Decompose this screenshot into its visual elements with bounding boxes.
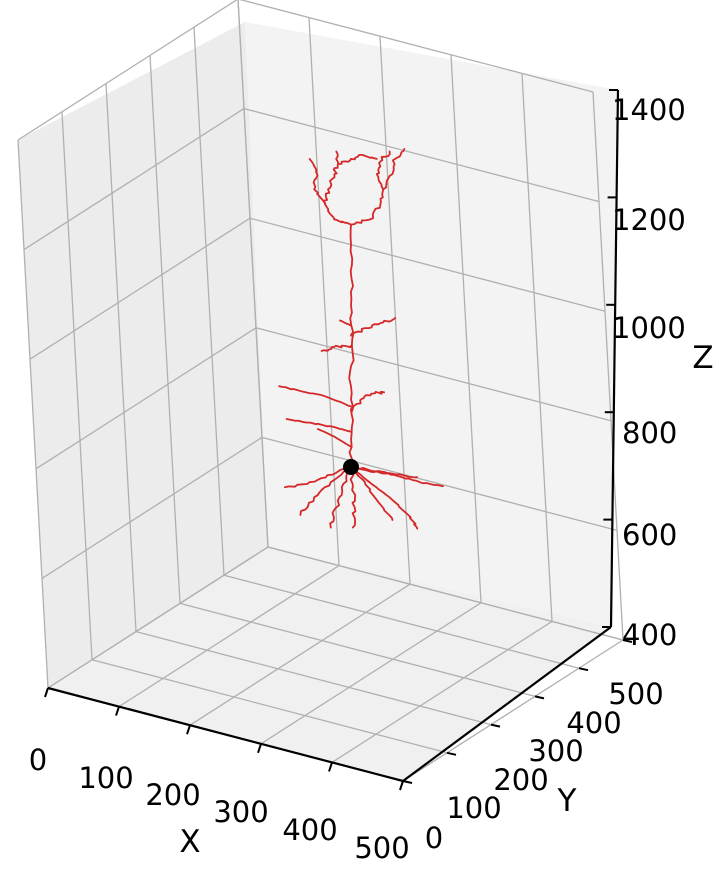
- left-grid-y-4: [193, 27, 225, 576]
- neuron-branch-12: [316, 428, 352, 448]
- x-tick-5: [399, 780, 404, 791]
- neuron-branch-13: [283, 466, 352, 489]
- y-tick-label-300: 300: [528, 734, 583, 768]
- y-tick-3: [534, 695, 545, 700]
- soma-marker: [343, 459, 359, 475]
- floor-grid-y-1: [91, 659, 448, 754]
- z-tick-label-1200: 1200: [612, 203, 686, 237]
- y-tick-5: [622, 639, 633, 643]
- z-axis-line: [609, 89, 620, 628]
- back-grid-x-2: [379, 36, 411, 585]
- neuron-branch-15: [329, 466, 352, 529]
- z-tick-label-1000: 1000: [612, 311, 686, 345]
- left-grid-z-2: [35, 327, 257, 470]
- left-grid-z-5: [17, 0, 238, 141]
- neuron-branch-6: [350, 317, 397, 337]
- x-tick-3: [257, 743, 262, 754]
- left-grid-y-3: [149, 55, 181, 604]
- neuron-branch-3: [308, 157, 327, 206]
- floor-grid-y-3: [179, 602, 536, 698]
- left-pane: [18, 22, 268, 688]
- neuron-branch-7: [320, 344, 352, 352]
- left-grid-y-1: [61, 111, 93, 660]
- ticks: [44, 89, 633, 791]
- floor-grid-x-1: [118, 565, 340, 708]
- y-tick-label-100: 100: [446, 791, 501, 825]
- floor-grid-x-3: [260, 602, 482, 745]
- panes: [18, 22, 618, 781]
- y-tick-label-500: 500: [608, 677, 663, 711]
- x-tick-4: [328, 762, 333, 772]
- back-grid-z-4: [243, 107, 600, 203]
- neuron-branch-18: [350, 466, 419, 530]
- back-grid-z-0: [267, 546, 624, 641]
- neuron-branch-17: [350, 466, 394, 521]
- back-grid-x-5: [592, 91, 624, 641]
- neuron-branch-20: [350, 466, 444, 488]
- x-axis-title: X: [179, 824, 200, 860]
- left-grid-z-3: [29, 217, 251, 360]
- floor-grid-x-2: [189, 583, 411, 726]
- left-grid-z-1: [41, 436, 263, 579]
- y-tick-2: [490, 723, 501, 728]
- x-tick-2: [186, 724, 191, 735]
- y-tick-label-400: 400: [566, 706, 621, 740]
- back-grid-x-0: [237, 0, 269, 548]
- z-tick-label-600: 600: [622, 518, 677, 552]
- y-tick-label-0: 0: [425, 821, 443, 855]
- z-tick-label-400: 400: [622, 618, 677, 652]
- neuron-branch-14: [299, 466, 352, 516]
- x-tick-label-100: 100: [78, 761, 133, 795]
- back-pane: [245, 22, 618, 627]
- x-tick-label-400: 400: [282, 813, 337, 847]
- left-grid-y-2: [105, 83, 137, 632]
- back-grid-z-1: [261, 436, 618, 532]
- neuron-branch-8: [339, 319, 352, 327]
- y-tick-1: [446, 751, 457, 756]
- floor-grid-x-5: [402, 639, 624, 782]
- neuron-branch-4: [382, 147, 406, 191]
- back-grid-z-3: [249, 217, 606, 312]
- neuron-branch-19: [350, 466, 419, 479]
- neuron-branch-16: [349, 466, 357, 529]
- x-tick-1: [115, 706, 120, 716]
- left-grid-z-0: [47, 546, 269, 689]
- y-tick-4: [578, 667, 589, 672]
- axes: [47, 89, 620, 783]
- neuron-morphology: [278, 147, 444, 530]
- x-tick-label-200: 200: [145, 778, 200, 812]
- y-axis-title: Y: [557, 783, 577, 819]
- x-axis-line: [47, 686, 404, 783]
- back-grid-z-2: [255, 327, 612, 422]
- z-axis-title: Z: [692, 340, 713, 376]
- neuron-branch-11: [285, 418, 352, 433]
- z-tick-label-800: 800: [622, 416, 677, 450]
- left-grid-z-4: [23, 108, 245, 251]
- back-grid-z-5: [239, 0, 594, 93]
- floor-grid-y-2: [135, 630, 492, 726]
- y-tick-label-200: 200: [493, 763, 548, 797]
- y-tick-0: [402, 780, 413, 784]
- neuron-branch-9: [278, 385, 352, 408]
- floor-grid-y-4: [223, 574, 580, 669]
- x-tick-label-500: 500: [354, 831, 409, 865]
- neuron-branch-5: [337, 153, 378, 165]
- back-grid-x-4: [521, 73, 553, 622]
- back-grid-x-3: [450, 54, 482, 603]
- x-tick-label-300: 300: [213, 795, 268, 829]
- x-tick-0: [44, 687, 49, 698]
- z-tick-label-1400: 1400: [612, 93, 686, 127]
- left-grid-y-0: [17, 139, 49, 689]
- neuron-branch-10: [350, 390, 386, 413]
- floor-grid-x-4: [331, 620, 553, 763]
- y-axis-line: [402, 626, 612, 782]
- x-tick-label-0: 0: [29, 743, 47, 777]
